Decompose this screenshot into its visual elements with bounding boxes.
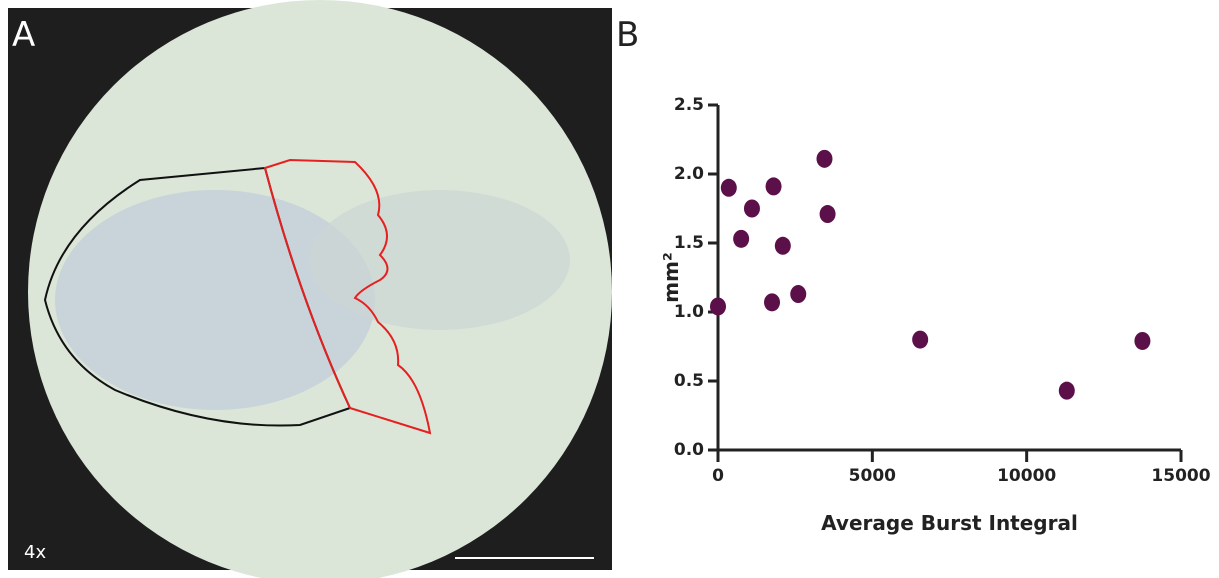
magnification: 4x <box>24 542 46 563</box>
y-tick-label: 2.0 <box>674 164 704 184</box>
tissue <box>310 190 570 330</box>
y-tick-label: 1.5 <box>674 233 704 253</box>
y-axis-label: mm² <box>659 252 683 302</box>
y-tick-label: 1.0 <box>674 302 704 322</box>
point <box>1058 381 1075 400</box>
x-tick-label: 10000 <box>997 466 1056 486</box>
point <box>733 229 750 248</box>
point <box>790 285 807 304</box>
point <box>819 205 836 224</box>
y-tick-label: 0.0 <box>674 440 704 460</box>
point <box>710 297 726 316</box>
x-tick-label: 15000 <box>1151 466 1210 486</box>
x-axis-label: Average Burst Integral <box>821 511 1078 535</box>
point <box>765 177 782 196</box>
point <box>912 330 929 349</box>
point <box>1134 331 1151 350</box>
micrograph: A 4x <box>8 0 612 578</box>
panel-label: B <box>616 15 639 55</box>
point <box>764 293 781 312</box>
x-tick-label: 0 <box>712 466 724 486</box>
point <box>743 199 760 218</box>
tissue <box>55 190 375 410</box>
x-tick-label: 5000 <box>849 466 896 486</box>
point <box>816 149 833 168</box>
y-tick-label: 2.5 <box>674 95 704 115</box>
red-outline <box>263 158 432 435</box>
panel-label: A <box>12 15 35 55</box>
y-tick-label: 0.5 <box>674 371 704 391</box>
point <box>774 236 791 255</box>
point <box>720 178 737 197</box>
